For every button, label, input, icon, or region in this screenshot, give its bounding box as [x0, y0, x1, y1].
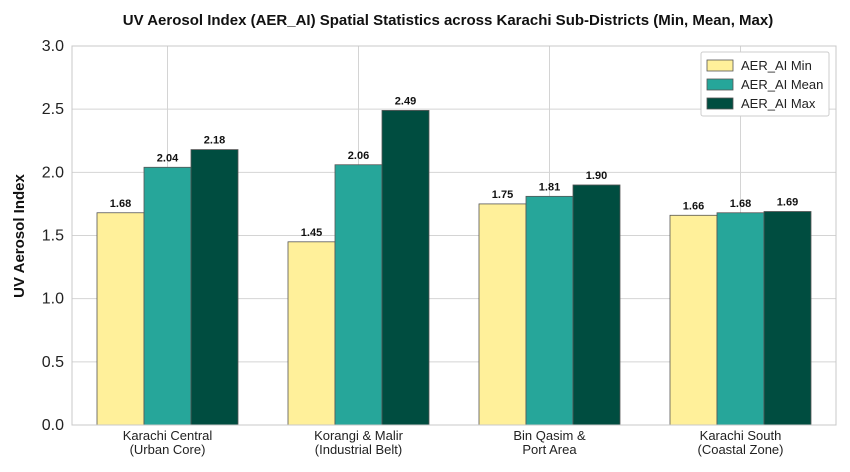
- x-tick-label: Karachi South: [700, 428, 782, 443]
- y-tick-label: 2.5: [42, 101, 64, 118]
- bar: [143, 166, 192, 426]
- legend-label: AER_AI Min: [741, 58, 812, 73]
- x-tick-label: Bin Qasim &: [513, 428, 586, 443]
- data-label: 1.66: [683, 200, 704, 212]
- data-label: 2.04: [157, 152, 179, 164]
- bar: [763, 211, 812, 426]
- y-tick-label: 1.5: [42, 228, 64, 245]
- data-label: 2.06: [348, 150, 369, 162]
- bar: [334, 164, 383, 426]
- y-tick-label: 1.0: [42, 291, 64, 308]
- data-label: 1.75: [492, 189, 513, 201]
- y-tick-label: 0.0: [42, 417, 64, 434]
- data-label: 2.49: [395, 95, 416, 107]
- bar: [381, 110, 430, 426]
- x-tick-label: (Industrial Belt): [315, 442, 402, 457]
- x-tick-label: (Coastal Zone): [698, 442, 784, 457]
- bar: [96, 212, 145, 426]
- x-tick-label: Korangi & Malir: [314, 428, 404, 443]
- chart-title: UV Aerosol Index (AER_AI) Spatial Statis…: [123, 12, 773, 29]
- y-tick-label: 0.5: [42, 354, 64, 371]
- data-label: 1.68: [110, 198, 131, 210]
- y-tick-label: 2.0: [42, 164, 64, 181]
- x-tick-label: Karachi Central: [123, 428, 213, 443]
- legend-label: AER_AI Mean: [741, 77, 823, 92]
- x-tick-label: (Urban Core): [130, 442, 206, 457]
- bar: [716, 212, 765, 426]
- y-axis-label: UV Aerosol Index: [11, 174, 28, 298]
- bar: [287, 241, 336, 426]
- data-label: 1.69: [777, 196, 798, 208]
- bar: [478, 203, 527, 426]
- data-label: 1.90: [586, 170, 607, 182]
- plot-frame: [71, 45, 837, 426]
- data-label: 1.81: [539, 181, 560, 193]
- bar: [669, 214, 718, 426]
- data-label: 2.18: [204, 135, 225, 147]
- bar: [525, 195, 574, 426]
- legend-swatch: [706, 59, 734, 72]
- data-label: 1.45: [301, 227, 322, 239]
- legend: AER_AI Min AER_AI Mean AER_AI Max: [700, 51, 830, 117]
- y-tick-label: 3.0: [42, 38, 64, 55]
- plot-area: 0.0 0.5 1.0 1.5 2.0 2.5 3.0 1.68 2.04 2.18 Karachi…: [42, 38, 837, 457]
- bar: [190, 149, 239, 426]
- data-label: 1.68: [730, 198, 751, 210]
- x-tick-label: Port Area: [522, 442, 577, 457]
- legend-label: AER_AI Max: [741, 96, 816, 111]
- bar: [572, 184, 621, 426]
- legend-swatch: [706, 78, 734, 91]
- legend-swatch: [706, 97, 734, 110]
